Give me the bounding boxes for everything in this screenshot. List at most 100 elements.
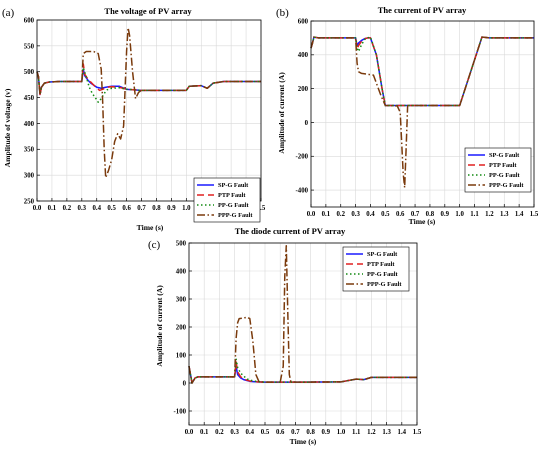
panel-c: (c) The diode current of PV array Amplit… <box>148 226 422 446</box>
y-tick-label: -200 <box>296 154 309 161</box>
legend: SP-G Fault PTP Fault PP-G Fault PPP-G Fault <box>193 177 261 223</box>
y-axis-label: Amplitude of voltage (v) <box>3 88 12 167</box>
y-tick-label: 600 <box>24 17 35 24</box>
y-tick-label: 0 <box>183 380 187 387</box>
x-tick-label: 1.5 <box>413 429 422 436</box>
legend-label: SP-G Fault <box>367 251 398 258</box>
x-tick-label: 0.5 <box>107 205 116 212</box>
y-tick-label: 450 <box>24 95 35 102</box>
x-axis-label: Time (s) <box>290 437 317 446</box>
x-tick-label: 1.4 <box>398 429 407 436</box>
series-line-ppp-g-fault <box>188 245 417 384</box>
x-tick-label: 1.5 <box>257 205 266 212</box>
y-tick-label: 200 <box>176 324 187 331</box>
x-tick-label: 0.7 <box>291 429 300 436</box>
x-tick-label: 1.2 <box>367 429 376 436</box>
panel-a: (a) The voltage of PV array Amplitude of… <box>2 6 266 232</box>
x-tick-label: 0.3 <box>78 205 87 212</box>
panel-label: (a) <box>2 7 15 19</box>
y-tick-label: 100 <box>176 352 187 359</box>
x-tick-label: 0.6 <box>396 211 405 218</box>
x-tick-label: 1.3 <box>500 211 509 218</box>
x-tick-label: 0.9 <box>441 211 450 218</box>
series-line-sp-g-fault <box>188 365 417 384</box>
chart-title: The voltage of PV array <box>104 6 192 16</box>
y-axis-label: Amplitude of current (A) <box>155 285 164 367</box>
chart-title: The diode current of PV array <box>235 226 346 236</box>
y-tick-label: -100 <box>174 408 187 415</box>
x-tick-label: 0.8 <box>152 205 161 212</box>
y-tick-label: 250 <box>24 198 35 205</box>
panel-label: (c) <box>148 239 161 251</box>
x-tick-label: 0.1 <box>200 429 209 436</box>
series-line-sp-g-fault <box>310 36 534 107</box>
x-tick-label: 0.6 <box>122 205 131 212</box>
x-tick-label: 0.4 <box>246 429 255 436</box>
x-tick-label: 0.1 <box>322 211 331 218</box>
x-tick-label: 0.1 <box>48 205 57 212</box>
x-tick-label: 0.3 <box>351 211 360 218</box>
x-tick-label: 0.5 <box>261 429 270 436</box>
y-tick-label: 500 <box>24 69 35 76</box>
x-tick-label: 0.9 <box>322 429 331 436</box>
x-tick-label: 0.7 <box>137 205 146 212</box>
y-tick-label: 400 <box>176 268 187 275</box>
panel-label: (b) <box>276 7 289 19</box>
series-line-ppp-g-fault <box>36 27 261 179</box>
x-tick-label: 1.5 <box>530 211 539 218</box>
series-line-pp-g-fault <box>188 358 417 384</box>
legend-label: PTP Fault <box>367 261 395 268</box>
legend-label: PPP-G Fault <box>489 182 524 189</box>
x-tick-label: 0.0 <box>307 211 316 218</box>
plot-frame <box>36 19 262 202</box>
x-tick-label: 1.3 <box>382 429 391 436</box>
y-tick-label: 200 <box>298 86 309 93</box>
panel-b: (b) The current of PV array Amplitude of… <box>276 5 539 226</box>
x-tick-label: 0.2 <box>63 205 72 212</box>
legend: SP-G Fault PTP Fault PP-G Fault PPP-G Fault <box>342 246 410 292</box>
x-tick-label: 1.4 <box>515 211 524 218</box>
x-tick-label: 0.9 <box>167 205 176 212</box>
y-tick-label: 350 <box>24 147 35 154</box>
x-tick-label: 0.2 <box>336 211 345 218</box>
x-tick-label: 1.2 <box>485 211 494 218</box>
x-tick-label: 0.0 <box>185 429 194 436</box>
y-tick-label: 550 <box>24 43 35 50</box>
x-axis-label: Time (s) <box>137 223 164 232</box>
y-tick-label: 300 <box>176 296 187 303</box>
y-tick-label: 400 <box>24 121 35 128</box>
legend-label: PTP Fault <box>218 192 246 199</box>
plot-area: 0.00.10.20.30.40.50.60.70.80.91.01.11.21… <box>24 17 266 223</box>
x-tick-label: 1.0 <box>182 205 191 212</box>
x-tick-label: 0.6 <box>276 429 285 436</box>
series-line-ptp-fault <box>36 63 261 96</box>
x-tick-label: 0.8 <box>306 429 315 436</box>
legend-label: PP-G Fault <box>367 271 399 278</box>
legend-label: PPP-G Fault <box>218 212 253 219</box>
x-tick-label: 0.4 <box>366 211 375 218</box>
y-tick-label: 400 <box>298 52 309 59</box>
x-tick-label: 0.4 <box>92 205 101 212</box>
x-tick-label: 1.0 <box>337 429 346 436</box>
x-tick-label: 0.7 <box>411 211 420 218</box>
legend-label: PTP Fault <box>489 162 517 169</box>
series-line-ppp-g-fault <box>310 36 534 189</box>
legend-label: SP-G Fault <box>218 182 249 189</box>
legend: SP-G Fault PTP Fault PP-G Fault PPP-G Fault <box>464 147 532 193</box>
x-tick-label: 0.5 <box>381 211 390 218</box>
legend-label: PP-G Fault <box>489 172 521 179</box>
x-tick-label: 1.0 <box>455 211 464 218</box>
legend-label: SP-G Fault <box>489 152 520 159</box>
chart-title: The current of PV array <box>378 5 467 15</box>
x-tick-label: 0.8 <box>426 211 435 218</box>
series-line-pp-g-fault <box>310 36 534 107</box>
series-line-ptp-fault <box>310 36 534 107</box>
series-line-ptp-fault <box>188 361 417 384</box>
x-tick-label: 1.1 <box>352 429 361 436</box>
legend-label: PPP-G Fault <box>367 281 402 288</box>
y-axis-label: Amplitude of current (A) <box>277 72 286 154</box>
y-tick-label: 0 <box>305 120 309 127</box>
